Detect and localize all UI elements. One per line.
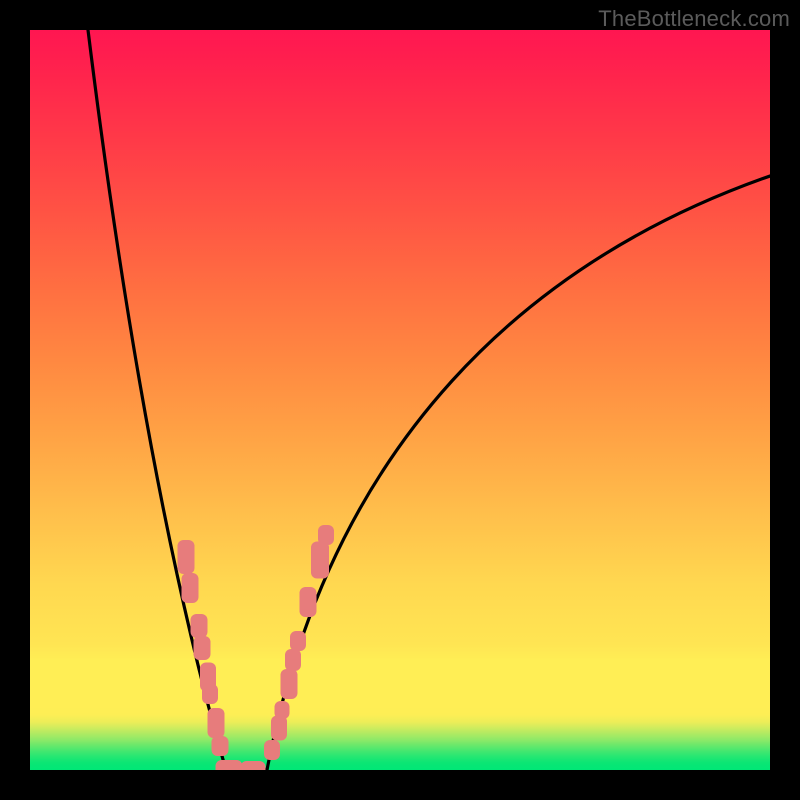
curve-marker [191, 614, 208, 638]
curve-marker [182, 573, 199, 603]
curve-marker [241, 761, 266, 770]
chart-svg [30, 30, 770, 770]
curve-marker [290, 631, 306, 651]
curve-marker [264, 740, 280, 760]
curve-marker [212, 736, 229, 756]
curve-marker [300, 587, 317, 617]
curve-marker [285, 649, 301, 671]
curve-marker [202, 684, 218, 704]
curve-marker [271, 716, 287, 741]
watermark-text: TheBottleneck.com [598, 6, 790, 32]
curve-marker [318, 525, 334, 545]
chart-frame: TheBottleneck.com [0, 0, 800, 800]
gradient-background [30, 30, 770, 770]
plot-area [30, 30, 770, 770]
curve-marker [311, 542, 329, 579]
curve-marker [208, 708, 225, 738]
curve-marker [216, 760, 243, 770]
curve-marker [194, 636, 211, 660]
curve-marker [275, 701, 290, 719]
curve-marker [178, 540, 195, 574]
curve-marker [281, 669, 298, 699]
